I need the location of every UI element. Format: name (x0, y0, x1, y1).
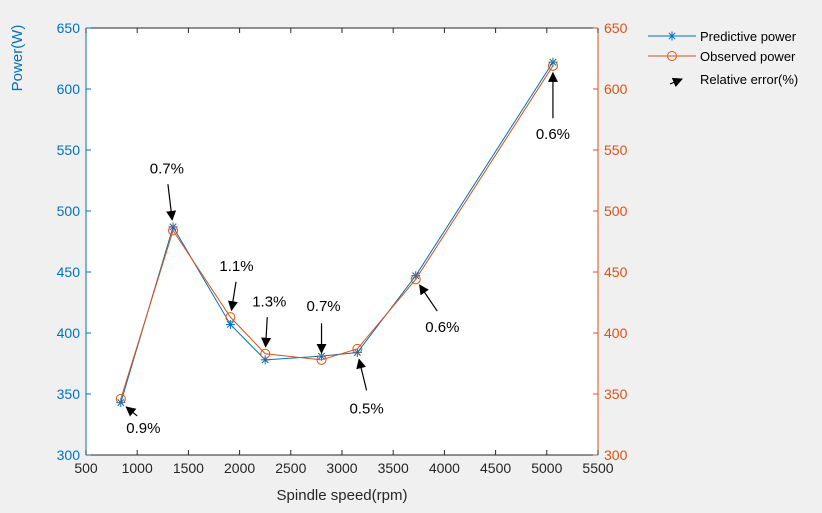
observed-point (260, 348, 271, 359)
x-tick-label: 2500 (275, 460, 306, 476)
y-tick-label-right: 300 (604, 447, 628, 463)
x-axis-label: Spindle speed(rpm) (277, 487, 408, 504)
y-tick-label-right: 500 (604, 203, 628, 219)
y-tick-label-right: 350 (604, 386, 628, 402)
error-arrow (419, 284, 438, 312)
x-tick-label: 5000 (531, 460, 562, 476)
predictive-point (548, 57, 558, 67)
error-arrow (356, 358, 368, 391)
error-arrow (166, 184, 177, 221)
y-tick-label-left: 300 (57, 447, 81, 463)
y-tick-label-right: 650 (604, 20, 628, 36)
error-label: 1.1% (219, 258, 253, 275)
error-label: 0.9% (126, 420, 160, 437)
observed-point (547, 60, 558, 71)
x-tick-label: 5500 (582, 460, 613, 476)
error-label: 0.7% (150, 160, 184, 177)
plot-area (86, 28, 598, 455)
observed-point (316, 354, 327, 365)
observed-point (352, 343, 363, 354)
error-label: 0.6% (425, 319, 459, 336)
observed-point (115, 393, 126, 404)
observed-point (410, 274, 421, 285)
error-arrow (261, 317, 272, 348)
x-tick-label: 500 (74, 460, 98, 476)
x-tick-label: 2000 (224, 460, 255, 476)
y-tick-label-right: 550 (604, 142, 628, 158)
legend-label: Observed power (700, 49, 796, 64)
x-tick-label: 3000 (326, 460, 357, 476)
y-tick-label-right: 600 (604, 81, 628, 97)
observed-point (168, 225, 179, 236)
error-label: 0.7% (306, 298, 340, 315)
observed-point (225, 312, 236, 323)
x-tick-label: 1500 (173, 460, 204, 476)
error-arrow (227, 281, 238, 312)
y-tick-label-left: 350 (57, 386, 81, 402)
error-label: 0.5% (349, 401, 383, 418)
x-tick-label: 4500 (480, 460, 511, 476)
series-line-predictive (120, 61, 554, 403)
error-label: 0.6% (536, 126, 570, 143)
y-tick-label-left: 500 (57, 203, 81, 219)
y-axis-label-left: Power(W) (9, 25, 26, 92)
y-tick-label-left: 450 (57, 264, 81, 280)
series-line-observed (120, 65, 554, 400)
legend-label: Predictive power (700, 29, 797, 44)
error-arrow (125, 406, 138, 417)
legend-marker-asterisk (667, 31, 677, 41)
x-tick-label: 3500 (378, 460, 409, 476)
error-label: 1.3% (252, 293, 286, 310)
x-tick-label: 1000 (122, 460, 153, 476)
x-tick-label: 4000 (429, 460, 460, 476)
y-tick-label-left: 400 (57, 325, 81, 341)
legend-arrow (669, 77, 683, 88)
y-tick-label-left: 550 (57, 142, 81, 158)
legend-label: Relative error(%) (700, 72, 798, 87)
y-tick-label-left: 650 (57, 20, 81, 36)
y-tick-label-left: 600 (57, 81, 81, 97)
y-tick-label-right: 400 (604, 325, 628, 341)
y-tick-label-right: 450 (604, 264, 628, 280)
legend-marker-circle (667, 51, 677, 61)
